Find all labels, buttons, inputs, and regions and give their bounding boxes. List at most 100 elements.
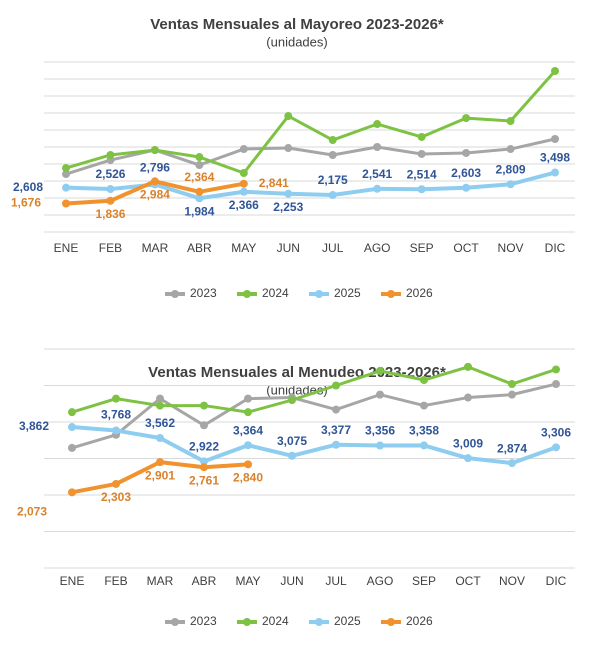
value-label: 3,862 — [19, 419, 49, 433]
value-label: 3,306 — [541, 426, 571, 440]
data-point — [62, 183, 70, 192]
value-label: 1,984 — [184, 204, 214, 218]
data-point — [244, 460, 252, 469]
data-point — [156, 458, 164, 467]
value-label: 2,303 — [101, 490, 131, 504]
data-point — [328, 150, 337, 159]
data-point — [68, 443, 76, 452]
x-tick-label: AGO — [364, 241, 391, 255]
data-point — [552, 443, 560, 452]
data-point — [62, 199, 70, 208]
value-label: 3,498 — [540, 151, 570, 165]
data-point — [376, 441, 384, 450]
value-label: 3,562 — [145, 416, 175, 430]
value-label: 1,836 — [95, 207, 125, 221]
data-point — [506, 180, 515, 189]
x-tick-label: DIC — [545, 241, 566, 255]
data-point — [112, 394, 120, 403]
legend-marker — [243, 290, 251, 298]
series-line — [71, 425, 557, 466]
data-point — [284, 144, 293, 153]
data-point — [417, 132, 426, 141]
chart: Ventas Mensuales al Menudeo 2023-2026*(u… — [17, 348, 575, 628]
value-label: 2,364 — [184, 170, 214, 184]
value-label: 3,377 — [321, 423, 351, 437]
value-label: 2,841 — [259, 176, 289, 190]
x-tick-label: DIC — [546, 574, 567, 588]
data-point — [195, 153, 204, 162]
data-point — [239, 145, 248, 154]
x-tick-label: ENE — [60, 574, 85, 588]
chart: Ventas Mensuales al Mayoreo 2023-2026*(u… — [11, 16, 575, 300]
value-label: 2,796 — [140, 161, 170, 175]
data-point — [112, 479, 120, 488]
data-point — [284, 112, 293, 121]
data-point — [328, 191, 337, 200]
legend-marker — [171, 290, 179, 298]
value-label: 2,175 — [318, 173, 348, 187]
x-tick-label: MAR — [147, 574, 174, 588]
data-point — [552, 380, 560, 389]
data-point — [200, 401, 208, 410]
x-tick-label: NOV — [498, 241, 524, 255]
data-point — [288, 396, 296, 405]
data-point — [417, 149, 426, 158]
data-point — [150, 177, 159, 186]
data-point — [62, 164, 70, 173]
data-point — [551, 135, 559, 144]
data-point — [464, 393, 472, 402]
data-point — [462, 183, 471, 192]
x-tick-label: MAY — [235, 574, 260, 588]
data-point — [464, 362, 472, 371]
value-label: 2,901 — [145, 468, 175, 482]
x-tick-label: JUN — [277, 241, 300, 255]
chart-title: Ventas Mensuales al Mayoreo 2023-2026* — [150, 16, 444, 33]
data-point — [156, 433, 164, 442]
data-point — [200, 421, 208, 430]
legend-label: 2025 — [334, 614, 361, 628]
x-tick-label: OCT — [453, 241, 479, 255]
x-tick-label: SEP — [410, 241, 434, 255]
value-label: 1,676 — [11, 196, 41, 210]
data-point — [373, 120, 382, 129]
data-point — [508, 459, 516, 468]
value-label: 3,009 — [453, 436, 483, 450]
x-tick-label: JUL — [325, 574, 347, 588]
data-point — [150, 146, 159, 155]
data-point — [420, 401, 428, 410]
data-point — [332, 405, 340, 414]
legend-label: 2025 — [334, 286, 361, 300]
legend-label: 2026 — [406, 614, 433, 628]
value-label: 2,603 — [451, 166, 481, 180]
value-label: 2,514 — [407, 167, 437, 181]
data-point — [288, 451, 296, 460]
legend-label: 2026 — [406, 286, 433, 300]
data-point — [284, 189, 293, 198]
legend-marker — [243, 618, 251, 626]
legend-label: 2024 — [262, 614, 289, 628]
x-tick-label: MAY — [231, 241, 256, 255]
x-tick-label: FEB — [104, 574, 127, 588]
data-point — [106, 196, 115, 205]
data-point — [106, 150, 115, 159]
x-tick-label: FEB — [99, 241, 122, 255]
value-label: 2,874 — [497, 441, 527, 455]
legend-label: 2023 — [190, 614, 217, 628]
value-label: 2,253 — [273, 200, 303, 214]
value-label: 2,366 — [229, 198, 259, 212]
data-point — [239, 179, 248, 188]
value-label: 3,768 — [101, 408, 131, 422]
x-tick-label: JUL — [322, 241, 344, 255]
data-point — [417, 185, 426, 194]
data-point — [156, 394, 164, 403]
data-point — [508, 380, 516, 389]
value-label: 3,075 — [277, 434, 307, 448]
legend-marker — [315, 618, 323, 626]
data-point — [420, 376, 428, 385]
chart-subtitle: (unidades) — [266, 34, 327, 49]
data-point — [68, 408, 76, 417]
x-tick-label: OCT — [455, 574, 481, 588]
value-label: 2,809 — [496, 162, 526, 176]
x-tick-label: ABR — [187, 241, 212, 255]
data-point — [112, 426, 120, 435]
